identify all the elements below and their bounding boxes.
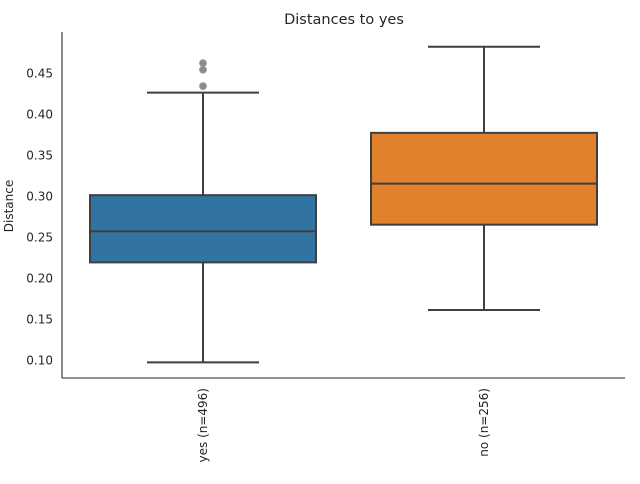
box-0 bbox=[89, 59, 317, 364]
y-axis-label: Distance bbox=[2, 180, 16, 232]
iqr-box bbox=[370, 131, 598, 226]
y-tick-label: 0.20 bbox=[26, 271, 53, 285]
outlier-point bbox=[199, 59, 207, 68]
y-tick-label: 0.10 bbox=[26, 353, 53, 367]
y-tick-label: 0.25 bbox=[26, 230, 53, 244]
box-1 bbox=[370, 45, 598, 311]
iqr-box bbox=[89, 194, 317, 264]
y-tick-label: 0.40 bbox=[26, 107, 53, 121]
outlier-point bbox=[199, 82, 207, 91]
chart-title: Distances to yes bbox=[284, 12, 404, 28]
y-tick-label: 0.45 bbox=[26, 66, 53, 80]
x-tick-label: yes (n=496) bbox=[196, 388, 210, 462]
x-tick-label: no (n=256) bbox=[477, 388, 491, 457]
y-tick-label: 0.35 bbox=[26, 148, 53, 162]
y-tick-label: 0.15 bbox=[26, 312, 53, 326]
outlier-point bbox=[199, 65, 207, 74]
y-tick-label: 0.30 bbox=[26, 189, 53, 203]
